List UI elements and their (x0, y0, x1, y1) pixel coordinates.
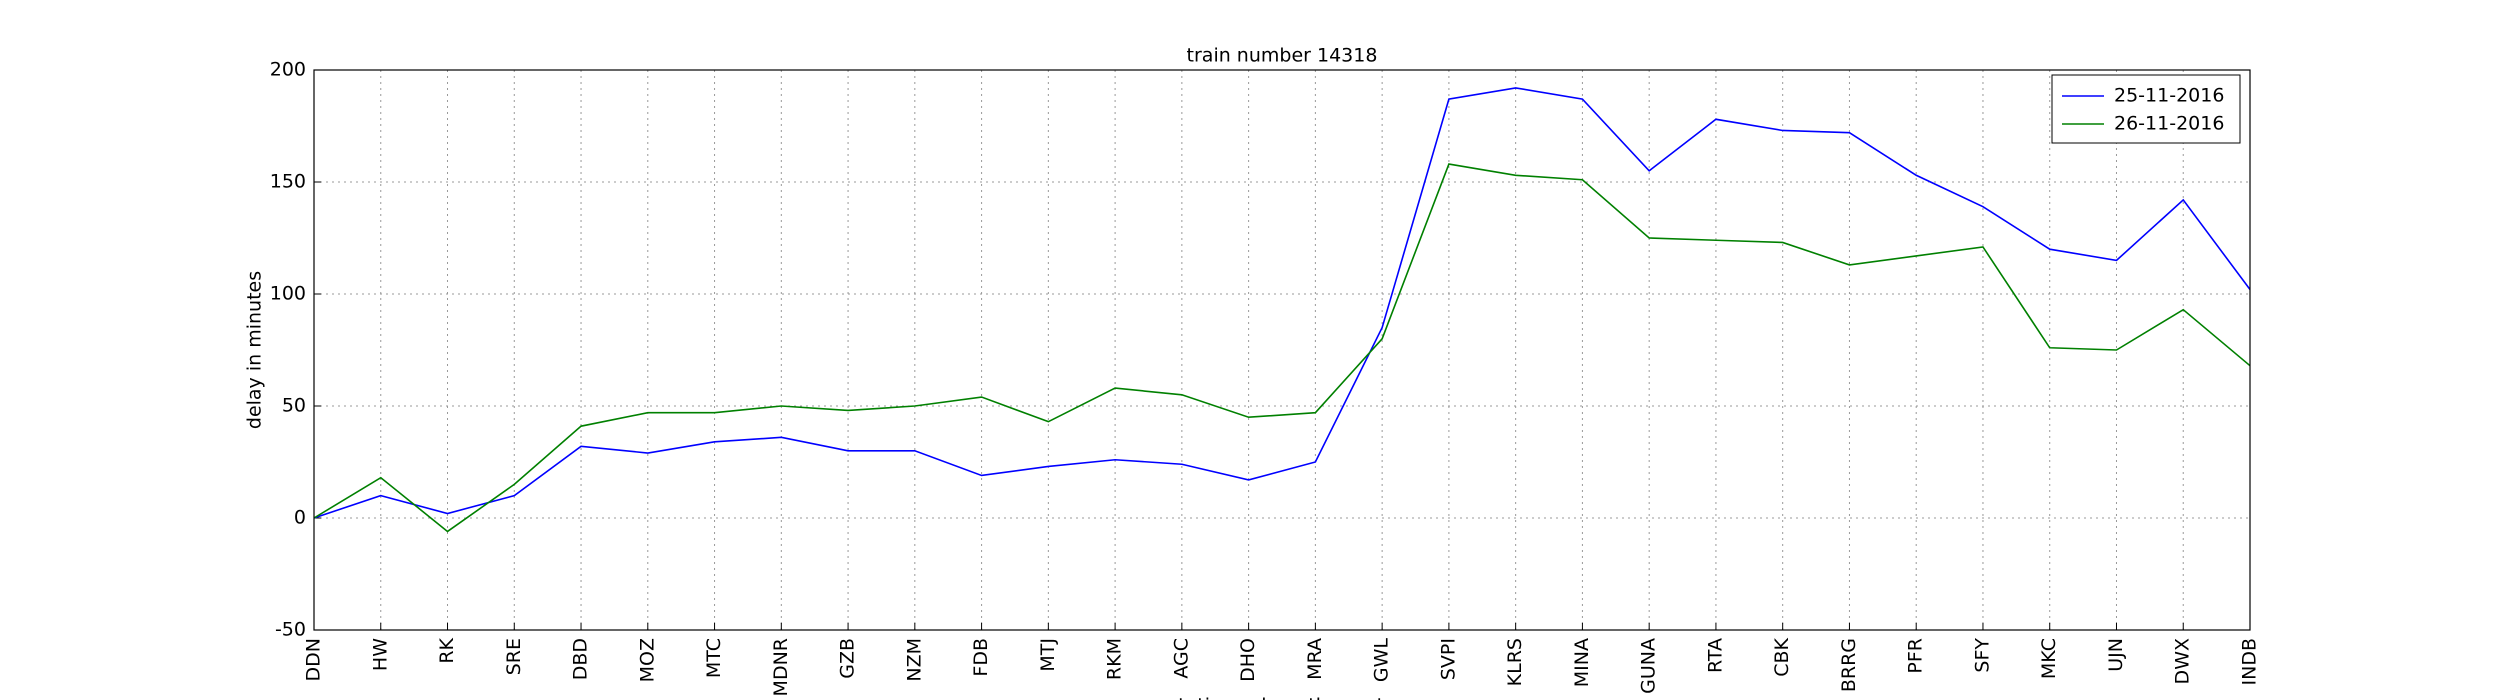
y-tick-label: 0 (294, 507, 306, 529)
x-tick-label: NZM (903, 638, 925, 682)
x-tick-label: UJN (2105, 638, 2127, 672)
x-tick-label: KLRS (1504, 638, 1526, 686)
legend-box (2051, 74, 2241, 144)
chart-title: train number 14318 (1187, 45, 1378, 67)
x-tick-label: DHO (1237, 638, 1259, 682)
y-tick-label: -50 (275, 619, 306, 641)
x-tick-label: MTJ (1037, 638, 1059, 672)
x-tick-label: MINA (1571, 638, 1593, 687)
x-tick-label: RTA (1704, 638, 1726, 673)
x-tick-label: AGC (1170, 638, 1192, 679)
x-tick-label: MTC (703, 638, 725, 678)
y-tick-label: 100 (270, 283, 306, 305)
x-tick-label: FDB (970, 638, 992, 677)
x-axis-label: stations along the route (1168, 695, 1395, 700)
data-line (313, 87, 2251, 519)
legend-label: 25-11-2016 (2114, 85, 2224, 107)
x-tick-label: HW (369, 638, 391, 671)
x-tick-label: PFR (1905, 638, 1927, 674)
x-tick-label: DWX (2172, 638, 2194, 684)
x-tick-label: RKM (1104, 638, 1126, 680)
x-tick-label: SFY (1971, 638, 1993, 673)
plot-frame (313, 69, 2251, 631)
y-axis-label: delay in minutes (244, 271, 266, 429)
x-tick-label: RK (436, 637, 458, 663)
y-tick-label: 200 (270, 59, 306, 81)
y-tick-label: 50 (282, 395, 306, 417)
x-tick-label: MRA (1304, 638, 1326, 680)
x-tick-label: INDB (2239, 638, 2261, 685)
x-tick-label: MDNR (770, 638, 792, 696)
x-tick-label: SVPI (1437, 638, 1459, 680)
x-tick-label: GZB (837, 638, 859, 679)
x-tick-label: GWL (1371, 638, 1393, 683)
x-tick-label: CBK (1771, 637, 1793, 676)
legend-label: 26-11-2016 (2114, 113, 2224, 135)
x-tick-label: DBD (570, 638, 592, 680)
x-tick-label: MOZ (636, 638, 658, 682)
data-line (313, 163, 2251, 533)
x-tick-label: GUNA (1638, 638, 1660, 694)
x-tick-label: MKC (2038, 638, 2060, 679)
x-tick-label: BRRG (1838, 638, 1860, 692)
x-tick-label: SRE (503, 638, 525, 675)
x-tick-label: DDN (303, 638, 325, 681)
y-tick-label: 150 (270, 171, 306, 193)
